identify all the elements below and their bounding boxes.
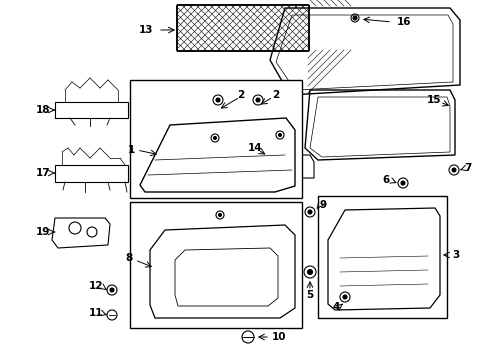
Text: 2: 2 [271, 90, 279, 100]
Text: 19: 19 [36, 227, 50, 237]
Bar [130, 80, 302, 198]
Circle shape [342, 295, 346, 299]
Bar [317, 196, 446, 318]
Text: 17: 17 [35, 168, 50, 178]
Text: 15: 15 [426, 95, 441, 105]
Text: 3: 3 [451, 250, 458, 260]
Circle shape [216, 98, 220, 102]
Text: 16: 16 [396, 17, 411, 27]
Bar [130, 202, 302, 328]
Circle shape [110, 288, 114, 292]
Text: 9: 9 [319, 200, 326, 210]
Circle shape [400, 181, 404, 185]
Circle shape [352, 16, 356, 20]
Text: 5: 5 [306, 290, 313, 300]
Text: 14: 14 [247, 143, 262, 153]
Circle shape [213, 136, 216, 139]
Circle shape [307, 270, 312, 274]
Text: 6: 6 [382, 175, 389, 185]
Text: 7: 7 [463, 163, 470, 173]
Text: 2: 2 [237, 90, 244, 100]
Text: 12: 12 [88, 281, 103, 291]
Text: 1: 1 [127, 145, 135, 155]
Text: 13: 13 [138, 25, 153, 35]
Circle shape [451, 168, 455, 172]
Text: 11: 11 [88, 308, 103, 318]
Circle shape [218, 213, 221, 216]
Text: 4: 4 [332, 302, 339, 312]
Text: 18: 18 [36, 105, 50, 115]
Text: 10: 10 [271, 332, 286, 342]
Circle shape [278, 134, 281, 136]
Text: 8: 8 [125, 253, 133, 263]
Circle shape [256, 98, 260, 102]
Circle shape [307, 210, 311, 214]
FancyBboxPatch shape [177, 5, 308, 51]
